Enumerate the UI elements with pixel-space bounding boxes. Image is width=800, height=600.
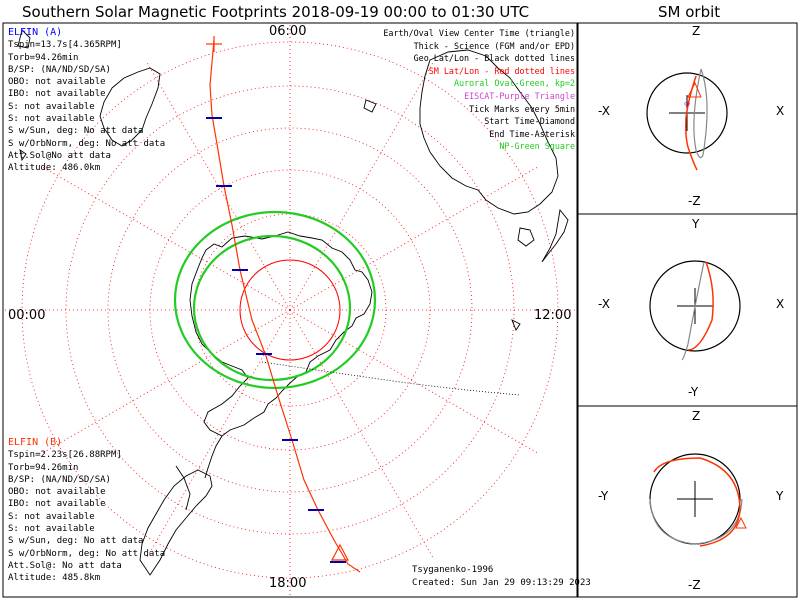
orbit3-left-label: -Y — [598, 489, 609, 503]
elfin-b-name: ELFIN (B) — [8, 437, 63, 448]
legend-item: Start Time-Diamond — [484, 116, 575, 127]
legend-item: Earth/Oval View Center Time (triangle) — [383, 28, 575, 38]
elfin-a-line: B/SP: (NA/ND/SD/SA) — [8, 64, 111, 75]
sm-lon-line — [289, 309, 433, 558]
new-zealand — [541, 208, 569, 263]
sm-lat-circle — [107, 127, 473, 493]
sm-lat-circle-inner — [239, 259, 341, 361]
map-frame — [2, 22, 578, 598]
sm-lon-line — [289, 167, 538, 311]
elfin-b-line: S w/Sun, deg: No att data — [8, 536, 144, 547]
orbit3-top-label: Z — [692, 409, 701, 423]
geo-dotted-line — [261, 361, 521, 396]
australia-coast — [419, 49, 559, 215]
auroral-oval-outer — [173, 210, 377, 390]
orbit2-top-label: Y — [692, 217, 700, 231]
orbit2-right-label: X — [776, 297, 785, 311]
island-b — [511, 319, 521, 331]
end-asterisk — [206, 36, 222, 52]
island-a — [19, 149, 27, 162]
orbit1-top-label: Z — [692, 24, 701, 38]
svg-text:◇: ◇ — [684, 99, 691, 108]
footprint-ticks — [206, 117, 346, 563]
elfin-b-info: ELFIN (B) Tspin=2.23s[26.88RPM] Torb=94.… — [8, 437, 165, 585]
elfin-b-line: B/SP: (NA/ND/SD/SA) — [8, 474, 111, 485]
model-credit: Tsyganenko-1996 — [412, 565, 494, 575]
orbit1-bottom-label: -Z — [688, 194, 701, 208]
orbit2-bottom-label: -Y — [688, 385, 699, 399]
elfin-a-line: Att.Sol@No att data — [8, 150, 111, 161]
created-credit: Created: Sun Jan 29 09:13:29 2023 — [412, 578, 591, 588]
elfin-a-line: S w/OrbNorm, deg: No att data — [8, 138, 166, 149]
time-label-bottom: 18:00 — [269, 576, 307, 591]
time-label-top: 06:00 — [269, 24, 307, 39]
orbit3-right-label: Y — [776, 489, 784, 503]
elfin-b-line: IBO: not available — [8, 499, 106, 510]
elfin-a-line: S: not available — [8, 114, 95, 125]
elfin-b-line: Tspin=2.23s[26.88RPM] — [8, 450, 122, 461]
sm-lon-line — [147, 309, 291, 558]
elfin-a-name: ELFIN (A) — [8, 27, 63, 38]
orbit2-left-label: -X — [598, 297, 610, 311]
time-label-left: 00:00 — [8, 308, 46, 323]
time-label-right: 12:00 — [534, 308, 572, 323]
legend-item: Auroral Oval-Green, kp=2 — [453, 78, 575, 89]
elfin-a-line: Torb=94.26min — [8, 52, 79, 63]
sm-lon-line — [289, 309, 538, 453]
africa-coast — [99, 67, 161, 147]
elfin-b-line: S: not available — [8, 524, 95, 535]
orbit1-left-label: -X — [598, 104, 610, 118]
legend-item: Geo Lat/Lon - Black dotted lines — [413, 53, 575, 64]
elfin-a-line: IBO: not available — [8, 89, 106, 100]
elfin-a-line: OBO: not available — [8, 77, 106, 88]
continents — [17, 29, 569, 576]
south-america-east — [175, 465, 191, 511]
legend-item: NP-Green Square — [499, 141, 575, 152]
kerguelen — [363, 99, 377, 113]
orbit-panel-xy-frame — [577, 213, 798, 407]
legend-item: SM Lat/Lon - Red dotted lines — [428, 65, 575, 76]
orbit-title: SM orbit — [658, 3, 721, 21]
chart-title: Southern Solar Magnetic Footprints 2018-… — [22, 3, 530, 21]
sm-lon-line — [42, 309, 291, 453]
elfin-b-line: S: not available — [8, 511, 95, 522]
antarctic-peninsula — [204, 435, 223, 479]
footprint-track — [209, 39, 361, 573]
elfin-a-line: S: not available — [8, 101, 95, 112]
madagascar — [17, 29, 31, 49]
south-america-coast — [139, 469, 213, 576]
elfin-b-line: Altitude: 485.8km — [8, 573, 101, 584]
legend-item: Tick Marks every 5min — [469, 103, 575, 114]
legend-item: End Time-Asterisk — [489, 128, 575, 139]
elfin-b-line: OBO: not available — [8, 487, 106, 498]
elfin-b-line: Torb=94.26min — [8, 462, 79, 473]
tasmania — [517, 227, 535, 247]
legend-item: Thick - Science (FGM and/or EPD) — [413, 40, 575, 51]
orbit-panel-yz-frame — [577, 405, 798, 598]
map-legend: Earth/Oval View Center Time (triangle) Th… — [383, 27, 575, 153]
view-center-triangle — [331, 543, 349, 561]
elfin-b-line: S w/OrbNorm, deg: No att data — [8, 548, 166, 559]
orbit1-right-label: X — [776, 104, 785, 118]
legend-item: EISCAT-Purple Triangle — [464, 90, 575, 101]
elfin-a-info: ELFIN (A) Tspin=13.7s[4.365RPM] Torb=94.… — [8, 27, 165, 175]
auroral-oval-inner — [192, 234, 352, 382]
elfin-a-line: S w/Sun, deg: No att data — [8, 126, 144, 137]
orbit3-bottom-label: -Z — [688, 578, 701, 592]
elfin-b-line: Att.Sol@: No att data — [8, 560, 122, 571]
elfin-a-line: Tspin=13.7s[4.365RPM] — [8, 40, 122, 51]
elfin-a-line: Altitude: 486.0km — [8, 163, 101, 174]
